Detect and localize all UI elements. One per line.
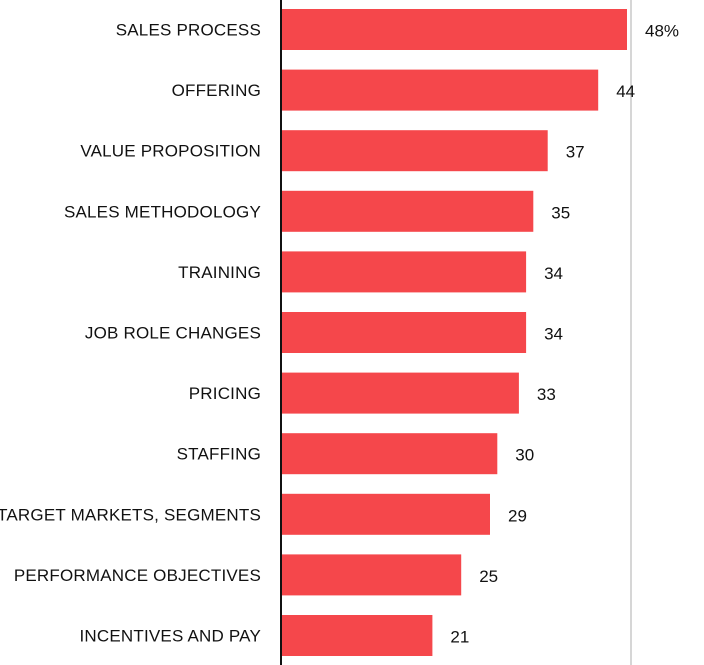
bar — [281, 554, 462, 596]
category-label: SALES PROCESS — [116, 21, 261, 40]
value-label: 34 — [544, 264, 563, 283]
category-label: INCENTIVES AND PAY — [79, 627, 261, 646]
bars-group — [281, 9, 627, 656]
value-label: 34 — [544, 325, 563, 344]
category-label: TRAINING — [178, 263, 261, 282]
category-label: TARGET MARKETS, SEGMENTS — [0, 505, 261, 524]
value-label: 25 — [479, 567, 498, 586]
bar — [281, 69, 599, 111]
bar — [281, 9, 627, 50]
bar — [281, 190, 534, 232]
category-label: OFFERING — [172, 81, 261, 100]
value-label: 30 — [515, 446, 534, 465]
bar — [281, 493, 490, 535]
value-label: 48% — [645, 22, 679, 41]
bar — [281, 615, 433, 656]
value-label: 35 — [551, 203, 570, 222]
category-label: SALES METHODOLOGY — [64, 202, 261, 221]
value-label: 21 — [450, 628, 469, 647]
value-labels-group: 48% 44 37 35 34 34 33 30 29 25 21 — [450, 22, 679, 647]
value-label: 29 — [508, 506, 527, 525]
category-label: PRICING — [189, 384, 261, 403]
bar — [281, 433, 498, 475]
bar — [281, 130, 548, 172]
bar — [281, 251, 527, 293]
bar — [281, 372, 519, 414]
category-label: PERFORMANCE OBJECTIVES — [14, 566, 261, 585]
value-label: 33 — [537, 385, 556, 404]
category-label: VALUE PROPOSITION — [80, 142, 261, 161]
value-label: 44 — [616, 82, 635, 101]
category-label: JOB ROLE CHANGES — [85, 324, 261, 343]
category-labels-group: SALES PROCESS OFFERING VALUE PROPOSITION SA… — [0, 21, 261, 646]
bar — [281, 312, 527, 353]
category-label: STAFFING — [177, 445, 261, 464]
value-label: 37 — [566, 143, 585, 162]
